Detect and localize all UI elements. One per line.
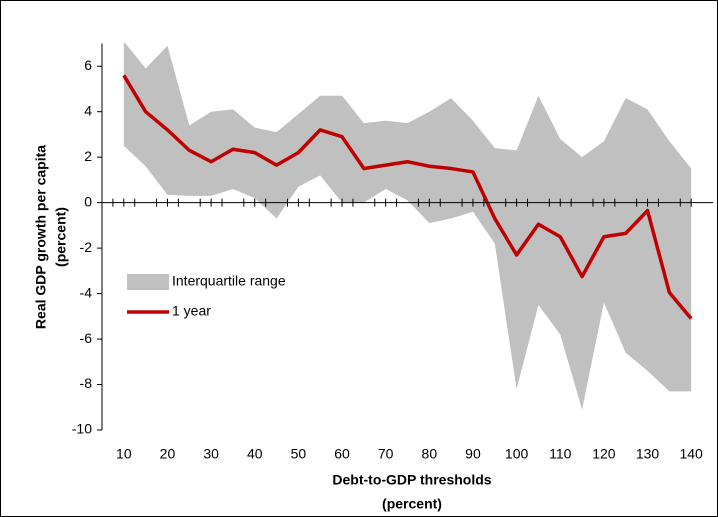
y-tick-label: -10 [72, 421, 92, 437]
x-tick-label: 70 [378, 446, 394, 462]
x-tick-label: 50 [291, 446, 307, 462]
x-tick-label: 120 [592, 446, 616, 462]
y-tick-label: 6 [84, 57, 92, 73]
x-tick-label: 140 [679, 446, 703, 462]
y-tick-label: -8 [80, 375, 93, 391]
x-axis-subtitle: (percent) [382, 496, 442, 512]
x-tick-label: 100 [505, 446, 529, 462]
y-axis-title: Real GDP growth per capita [33, 145, 49, 329]
x-tick-label: 10 [116, 446, 132, 462]
x-tick-label: 130 [636, 446, 660, 462]
x-tick-label: 110 [549, 446, 572, 462]
y-axis-subtitle: (percent) [53, 207, 69, 267]
x-tick-label: 80 [422, 446, 438, 462]
interquartile-band [123, 43, 692, 410]
y-tick-label: 4 [84, 102, 92, 118]
data-line [122, 74, 693, 320]
y-tick-label: 0 [84, 193, 92, 209]
plot-area [122, 43, 693, 410]
axes: -10 -8 -6 -4 -2 0 2 4 6 10 20 30 40 50 60 70 80 90 100 110 1… [72, 43, 713, 462]
y-tick-label: -4 [80, 284, 93, 300]
x-tick-label: 90 [465, 446, 481, 462]
x-tick-label: 30 [203, 446, 219, 462]
x-tick-label: 20 [160, 446, 176, 462]
legend-label: 1 year [172, 303, 211, 319]
x-tick-label: 60 [334, 446, 350, 462]
y-tick-label: -6 [80, 330, 93, 346]
legend-label: Interquartile range [172, 273, 286, 289]
x-axis-title: Debt-to-GDP thresholds [332, 472, 491, 488]
legend-swatch [127, 274, 169, 290]
y-tick-label: -2 [80, 239, 93, 255]
y-tick-label: 2 [84, 148, 92, 164]
x-tick-label: 40 [247, 446, 263, 462]
